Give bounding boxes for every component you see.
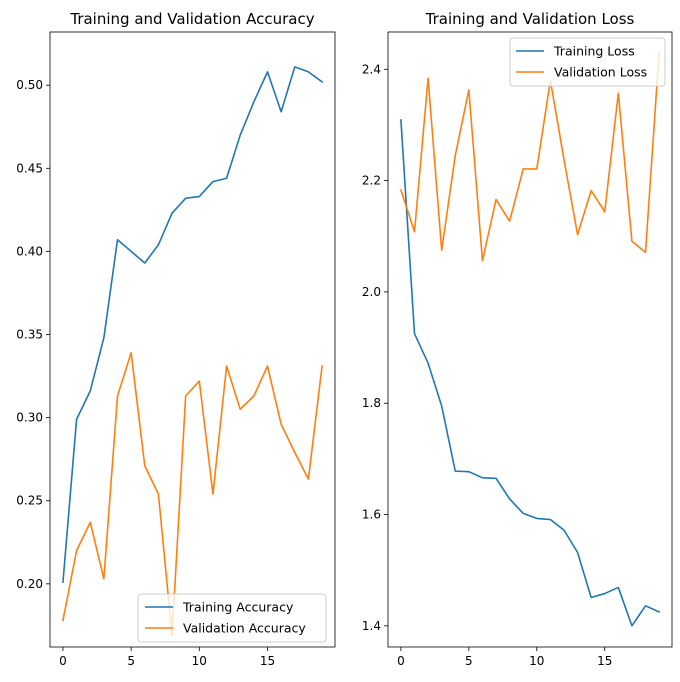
chart-title: Training and Validation Accuracy	[69, 10, 314, 28]
x-tick-label: 15	[597, 654, 612, 668]
series-line-training	[62, 66, 324, 584]
x-tick-label: 5	[127, 654, 135, 668]
y-tick-label: 0.20	[16, 577, 43, 591]
y-tick-label: 0.25	[16, 494, 43, 508]
y-tick-label: 0.50	[16, 78, 43, 92]
series-line-training	[400, 119, 661, 627]
legend-label: Validation Accuracy	[183, 621, 306, 636]
y-tick-label: 0.35	[16, 328, 43, 342]
legend: Training Loss Validation Loss	[509, 37, 666, 87]
y-tick-label: 2.2	[362, 174, 381, 188]
y-tick-label: 0.30	[16, 411, 43, 425]
x-tick-label: 0	[59, 654, 67, 668]
x-tick-label: 0	[397, 654, 405, 668]
x-tick-label: 5	[465, 654, 473, 668]
legend: Training Accuracy Validation Accuracy	[137, 593, 327, 643]
axes-frame	[49, 31, 336, 648]
axes-frame	[387, 31, 673, 648]
chart-panel-1: Training and Validation Accuracy 0 5 10 15 0.…	[16, 10, 336, 668]
y-tick-label: 0.40	[16, 244, 43, 258]
legend-label: Training Accuracy	[182, 600, 294, 615]
legend-box	[509, 37, 666, 87]
legend-label: Validation Loss	[554, 65, 647, 80]
legend-box	[137, 593, 327, 643]
y-tick-label: 1.4	[362, 619, 381, 633]
y-tick-label: 1.6	[362, 508, 381, 522]
x-tick-label: 10	[529, 654, 544, 668]
legend-label: Training Loss	[553, 44, 635, 59]
x-tick-label: 15	[260, 654, 275, 668]
chart-panel-2: Training and Validation Loss 0 5 10 15 1.4 1.6…	[362, 10, 673, 668]
y-tick-label: 2.4	[362, 62, 381, 76]
y-tick-label: 1.8	[362, 396, 381, 410]
y-tick-label: 0.45	[16, 161, 43, 175]
series-line-validation	[399, 51, 660, 262]
series-line-validation	[62, 351, 323, 637]
chart-title: Training and Validation Loss	[425, 10, 635, 28]
y-tick-label: 2.0	[362, 285, 381, 299]
x-tick-label: 10	[192, 654, 207, 668]
